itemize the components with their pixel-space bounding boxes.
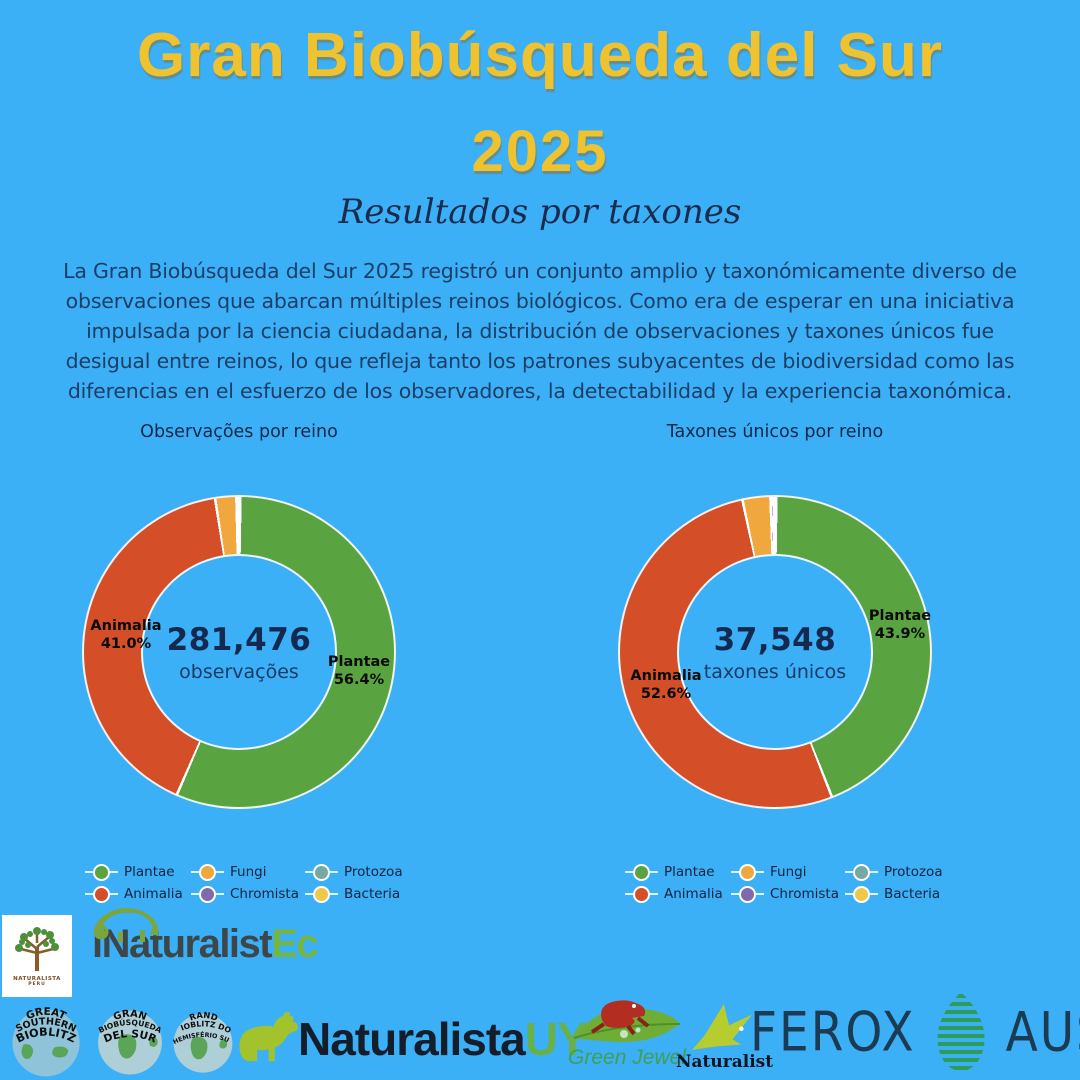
- globe-gran-biobusqueda-icon: GRAN BIOBÚSQUEDA DEL SUR: [97, 1009, 163, 1075]
- donut-hole: [677, 554, 873, 750]
- legend-dot-icon: [305, 863, 338, 881]
- legend-item: Bacteria: [305, 885, 409, 903]
- legend-item: Bacteria: [845, 885, 949, 903]
- logo-green-jewel: Green Jewel: [566, 994, 688, 1070]
- legend-dot-icon: [625, 885, 658, 903]
- legend-item: Animalia: [625, 885, 731, 903]
- center-total-label: taxones únicos: [703, 660, 847, 683]
- striped-leaf-icon: [937, 994, 985, 1070]
- legend-item: Protozoa: [305, 863, 409, 881]
- chart-title-observations: Observações por reino: [140, 422, 338, 442]
- legend-item: Fungi: [731, 863, 845, 881]
- legend-dot-icon: [731, 863, 764, 881]
- legend-dot-icon: [85, 863, 118, 881]
- slice-label-plantae: Plantae 43.9%: [868, 608, 932, 643]
- legend-dot-icon: [85, 885, 118, 903]
- legend-item: Animalia: [85, 885, 191, 903]
- legend-dot-icon: [731, 885, 764, 903]
- svg-text:DEL SUR: DEL SUR: [102, 1027, 159, 1045]
- legend-dot-icon: [845, 863, 878, 881]
- logo-naturalista-peru: NATURALISTA PERU: [2, 915, 72, 997]
- frog-leaf-icon: [573, 1000, 681, 1043]
- legend-observations: Plantae Animalia Fungi Chromista Protozo…: [85, 861, 409, 905]
- legend-taxa: Plantae Animalia Fungi Chromista Protozo…: [625, 861, 949, 905]
- legend-item: Chromista: [191, 885, 305, 903]
- legend-item: Fungi: [191, 863, 305, 881]
- tree-icon: [15, 927, 59, 971]
- chameleon-icon: [93, 908, 159, 942]
- legend-dot-icon: [191, 885, 224, 903]
- capybara-icon: [239, 1011, 298, 1062]
- intro-paragraph: La Gran Biobúsqueda del Sur 2025 registr…: [63, 259, 1017, 403]
- slice-label-plantae: Plantae 56.4%: [327, 654, 391, 689]
- donut-hole: [141, 554, 337, 750]
- legend-dot-icon: [305, 885, 338, 903]
- svg-text:GREAT: GREAT: [24, 1006, 68, 1023]
- logo-naturalistauy: NaturalistaUY: [298, 1013, 588, 1065]
- logo-naturalist: Naturalist: [676, 998, 773, 1072]
- center-total-observations: 281,476: [166, 621, 312, 658]
- slice-label-animalia: Animalia 52.6%: [630, 668, 702, 703]
- bird-icon: [692, 1004, 752, 1050]
- donut-chart-observations: 281,476 observações Animalia 41.0% Planta…: [82, 495, 396, 809]
- legend-item: Plantae: [85, 863, 191, 881]
- logo-ferox-australis: FEROX AUSTRALIS: [750, 990, 1080, 1074]
- legend-item: Plantae: [625, 863, 731, 881]
- slice-label-animalia: Animalia 41.0%: [90, 618, 162, 653]
- page-title-line2: 2025: [471, 119, 609, 184]
- logo-inaturalist-ec: iNaturalistEc: [92, 908, 319, 964]
- legend-dot-icon: [191, 863, 224, 881]
- donut-chart-taxa: 37,548 taxones únicos Animalia 52.6% Plan…: [618, 495, 932, 809]
- globe-grande-bioblitz-icon: GRANDE BIOBLITZ DO HEMISFÉRIO SUL: [168, 1004, 233, 1073]
- legend-dot-icon: [625, 863, 658, 881]
- center-total-label: observações: [179, 660, 299, 683]
- legend-item: Protozoa: [845, 863, 949, 881]
- legend-dot-icon: [845, 885, 878, 903]
- legend-item: Chromista: [731, 885, 845, 903]
- page-subtitle: Resultados por taxones: [338, 192, 742, 232]
- center-total-taxa: 37,548: [713, 621, 837, 658]
- chart-title-taxa: Taxones únicos por reino: [666, 422, 884, 442]
- globe-great-southern-bioblitz-icon: GREAT SOUTHERN BIOBLITZ: [12, 1006, 80, 1077]
- svg-text:BIOBLITZ: BIOBLITZ: [14, 1025, 78, 1045]
- page-title-line1: Gran Biobúsqueda del Sur: [137, 21, 943, 90]
